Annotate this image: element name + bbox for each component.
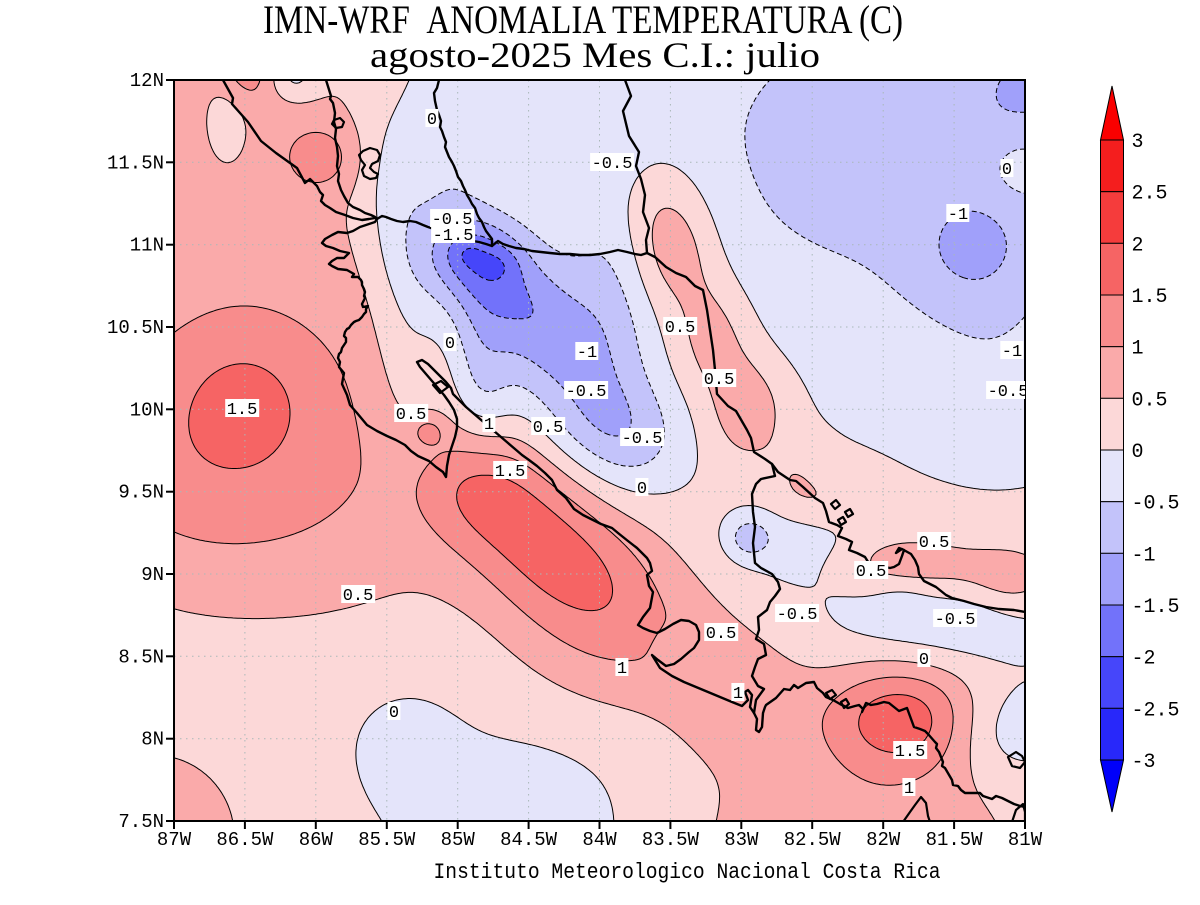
svg-text:1: 1 [1132,338,1144,361]
svg-text:-1.5: -1.5 [433,227,474,246]
svg-text:IMN-WRF ANOMALIA TEMPERATURA: IMN-WRF ANOMALIA TEMPERATURA (C) [263,0,903,42]
svg-text:10N: 10N [130,399,164,421]
svg-text:10.5N: 10.5N [107,317,164,339]
svg-text:9.5N: 9.5N [118,482,164,504]
svg-text:1: 1 [904,780,914,799]
svg-text:2.5: 2.5 [1132,183,1168,206]
svg-text:9N: 9N [141,564,164,586]
svg-text:agosto-2025 Mes C.I.: julio: agosto-2025 Mes C.I.: julio [370,35,820,75]
svg-text:-3: -3 [1132,751,1156,774]
svg-text:84.5W: 84.5W [500,829,558,851]
svg-text:0.5: 0.5 [665,319,696,338]
svg-text:86W: 86W [299,829,334,851]
svg-text:0.5: 0.5 [396,406,427,425]
svg-text:84W: 84W [582,829,617,851]
svg-text:-0.5: -0.5 [622,430,663,449]
svg-text:1.5: 1.5 [227,401,258,420]
svg-text:1.5: 1.5 [495,463,526,482]
svg-text:0: 0 [1002,161,1012,180]
svg-text:87W: 87W [157,829,192,851]
svg-text:-0.5: -0.5 [1132,493,1180,516]
svg-text:-0.5: -0.5 [592,155,633,174]
svg-text:81W: 81W [1008,829,1043,851]
svg-text:11N: 11N [130,235,164,257]
svg-text:0: 0 [1132,441,1144,464]
svg-text:82.5W: 82.5W [784,829,842,851]
svg-text:8N: 8N [141,729,164,751]
svg-text:81.5W: 81.5W [926,829,984,851]
svg-text:0.5: 0.5 [1132,389,1168,412]
svg-text:0: 0 [445,335,455,354]
svg-text:1.5: 1.5 [895,743,926,762]
svg-text:-0.5: -0.5 [566,383,607,402]
svg-text:-2: -2 [1132,648,1156,671]
svg-text:-1: -1 [1002,343,1022,362]
svg-text:0.5: 0.5 [919,534,950,553]
svg-text:7.5N: 7.5N [118,811,164,833]
svg-text:0.5: 0.5 [343,587,374,606]
svg-text:1: 1 [733,685,743,704]
svg-text:85W: 85W [441,829,476,851]
svg-text:2: 2 [1132,234,1144,257]
svg-text:0: 0 [919,651,929,670]
svg-text:-1: -1 [577,344,597,363]
svg-text:83.5W: 83.5W [642,829,700,851]
svg-text:-0.5: -0.5 [777,606,818,625]
svg-text:0.5: 0.5 [704,371,735,390]
svg-text:11.5N: 11.5N [107,152,164,174]
svg-text:0.5: 0.5 [706,625,737,644]
svg-text:0: 0 [389,704,399,723]
svg-text:83W: 83W [724,829,759,851]
svg-text:12N: 12N [130,70,164,92]
svg-text:1.5: 1.5 [1132,286,1168,309]
svg-text:0.5: 0.5 [856,563,887,582]
svg-text:8.5N: 8.5N [118,646,164,668]
svg-text:1: 1 [617,660,627,679]
svg-text:0: 0 [427,111,437,130]
svg-text:Instituto Meteorologico Nacion: Instituto Meteorologico Nacional Costa R… [434,860,941,885]
svg-text:-2.5: -2.5 [1132,699,1180,722]
svg-text:-1: -1 [1132,544,1156,567]
svg-text:0: 0 [637,480,647,499]
svg-text:1: 1 [484,416,494,435]
svg-text:-1: -1 [948,206,968,225]
svg-text:-0.5: -0.5 [935,611,976,630]
svg-text:86.5W: 86.5W [216,829,274,851]
svg-text:3: 3 [1132,131,1144,154]
svg-text:-1.5: -1.5 [1132,596,1180,619]
svg-text:-0.5: -0.5 [988,383,1029,402]
svg-text:85.5W: 85.5W [358,829,416,851]
svg-text:0.5: 0.5 [533,419,564,438]
svg-text:82W: 82W [866,829,901,851]
